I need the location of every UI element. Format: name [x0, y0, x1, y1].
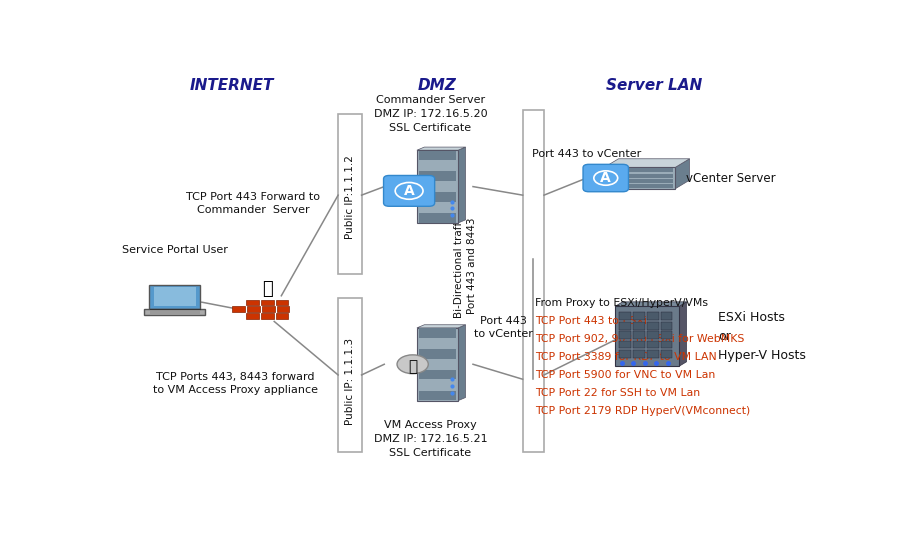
FancyBboxPatch shape: [660, 350, 672, 358]
FancyBboxPatch shape: [419, 370, 456, 379]
Text: TCP Port 443 Forward to
Commander  Server: TCP Port 443 Forward to Commander Server: [186, 192, 320, 215]
Text: Service Portal User: Service Portal User: [122, 245, 228, 255]
Text: 🔑: 🔑: [409, 359, 417, 374]
FancyBboxPatch shape: [419, 202, 456, 212]
FancyBboxPatch shape: [619, 350, 631, 358]
Text: Bi-Directional traffic
Port 443 and 8443: Bi-Directional traffic Port 443 and 8443: [453, 214, 477, 318]
FancyBboxPatch shape: [245, 300, 258, 305]
FancyBboxPatch shape: [647, 341, 659, 349]
FancyBboxPatch shape: [338, 298, 362, 452]
FancyBboxPatch shape: [606, 168, 673, 172]
FancyBboxPatch shape: [633, 331, 645, 339]
FancyBboxPatch shape: [417, 150, 458, 223]
Polygon shape: [605, 159, 690, 167]
FancyBboxPatch shape: [419, 328, 456, 338]
Text: A: A: [404, 184, 414, 198]
FancyBboxPatch shape: [619, 331, 631, 339]
FancyBboxPatch shape: [419, 171, 456, 181]
FancyBboxPatch shape: [633, 341, 645, 349]
Polygon shape: [675, 159, 690, 188]
FancyBboxPatch shape: [276, 314, 289, 319]
Polygon shape: [615, 302, 686, 306]
Text: Server LAN: Server LAN: [605, 78, 703, 93]
FancyBboxPatch shape: [660, 312, 672, 320]
Text: TCP Port 3389 for RDP to VM LAN: TCP Port 3389 for RDP to VM LAN: [535, 352, 716, 362]
FancyBboxPatch shape: [647, 331, 659, 339]
FancyBboxPatch shape: [619, 341, 631, 349]
FancyBboxPatch shape: [384, 176, 435, 206]
FancyBboxPatch shape: [145, 309, 205, 315]
FancyBboxPatch shape: [277, 306, 289, 312]
Circle shape: [397, 355, 429, 374]
Polygon shape: [458, 147, 465, 223]
FancyBboxPatch shape: [419, 360, 456, 369]
FancyBboxPatch shape: [583, 165, 628, 192]
Text: Public IP:1.1.1.2: Public IP:1.1.1.2: [344, 155, 354, 239]
FancyBboxPatch shape: [262, 306, 275, 312]
Text: From Proxy to ESXi/HyperV/VMs: From Proxy to ESXi/HyperV/VMs: [535, 298, 708, 308]
FancyBboxPatch shape: [419, 161, 456, 171]
Text: TCP Port 443 to ESXi: TCP Port 443 to ESXi: [535, 316, 647, 326]
FancyBboxPatch shape: [149, 285, 201, 309]
FancyBboxPatch shape: [419, 213, 456, 222]
FancyBboxPatch shape: [261, 300, 274, 305]
Text: Public IP: 1.1.1.3: Public IP: 1.1.1.3: [344, 338, 354, 425]
Polygon shape: [417, 147, 465, 150]
FancyBboxPatch shape: [419, 339, 456, 348]
Text: Port 443
to vCenter: Port 443 to vCenter: [474, 316, 533, 340]
Text: INTERNET: INTERNET: [190, 78, 274, 93]
FancyBboxPatch shape: [419, 192, 456, 202]
FancyBboxPatch shape: [619, 312, 631, 320]
Text: ESXi Hosts
or
Hyper-V Hosts: ESXi Hosts or Hyper-V Hosts: [718, 311, 806, 362]
FancyBboxPatch shape: [619, 322, 631, 330]
FancyBboxPatch shape: [245, 314, 258, 319]
FancyBboxPatch shape: [417, 328, 458, 401]
Text: A: A: [600, 171, 611, 185]
Text: TCP Port 902, 903 to ESXi for WebMKS: TCP Port 902, 903 to ESXi for WebMKS: [535, 334, 744, 344]
FancyBboxPatch shape: [660, 322, 672, 330]
FancyBboxPatch shape: [647, 350, 659, 358]
FancyBboxPatch shape: [633, 312, 645, 320]
FancyBboxPatch shape: [261, 314, 274, 319]
Text: DMZ: DMZ: [418, 78, 457, 93]
FancyBboxPatch shape: [154, 287, 196, 306]
FancyBboxPatch shape: [419, 182, 456, 191]
FancyBboxPatch shape: [633, 322, 645, 330]
Polygon shape: [417, 325, 465, 328]
Text: Port 443 to vCenter: Port 443 to vCenter: [532, 150, 641, 160]
Text: vCenter Server: vCenter Server: [686, 172, 776, 185]
FancyBboxPatch shape: [647, 312, 659, 320]
Text: TCP Port 5900 for VNC to VM Lan: TCP Port 5900 for VNC to VM Lan: [535, 370, 715, 380]
Text: VM Access Proxy
DMZ IP: 172.16.5.21
SSL Certificate: VM Access Proxy DMZ IP: 172.16.5.21 SSL …: [374, 420, 487, 458]
FancyBboxPatch shape: [523, 110, 544, 452]
FancyBboxPatch shape: [647, 322, 659, 330]
FancyBboxPatch shape: [606, 173, 673, 177]
Text: TCP Ports 443, 8443 forward
to VM Access Proxy appliance: TCP Ports 443, 8443 forward to VM Access…: [153, 372, 318, 395]
FancyBboxPatch shape: [419, 349, 456, 359]
FancyBboxPatch shape: [232, 306, 245, 312]
Text: Commander Server
DMZ IP: 172.16.5.20
SSL Certificate: Commander Server DMZ IP: 172.16.5.20 SSL…: [374, 95, 487, 133]
Text: TCP Port 22 for SSH to VM Lan: TCP Port 22 for SSH to VM Lan: [535, 388, 700, 398]
FancyBboxPatch shape: [419, 380, 456, 390]
FancyBboxPatch shape: [276, 300, 289, 305]
Text: 🔥: 🔥: [262, 280, 272, 298]
Polygon shape: [458, 325, 465, 401]
FancyBboxPatch shape: [150, 310, 200, 314]
FancyBboxPatch shape: [606, 184, 673, 188]
FancyBboxPatch shape: [605, 167, 675, 188]
FancyBboxPatch shape: [606, 179, 673, 183]
FancyBboxPatch shape: [660, 331, 672, 339]
FancyBboxPatch shape: [660, 341, 672, 349]
FancyBboxPatch shape: [419, 391, 456, 400]
FancyBboxPatch shape: [615, 306, 679, 366]
Polygon shape: [679, 302, 686, 366]
FancyBboxPatch shape: [247, 306, 259, 312]
FancyBboxPatch shape: [338, 114, 362, 274]
Text: TCP Port 2179 RDP HyperV(VMconnect): TCP Port 2179 RDP HyperV(VMconnect): [535, 406, 750, 416]
FancyBboxPatch shape: [633, 350, 645, 358]
FancyBboxPatch shape: [419, 151, 456, 160]
